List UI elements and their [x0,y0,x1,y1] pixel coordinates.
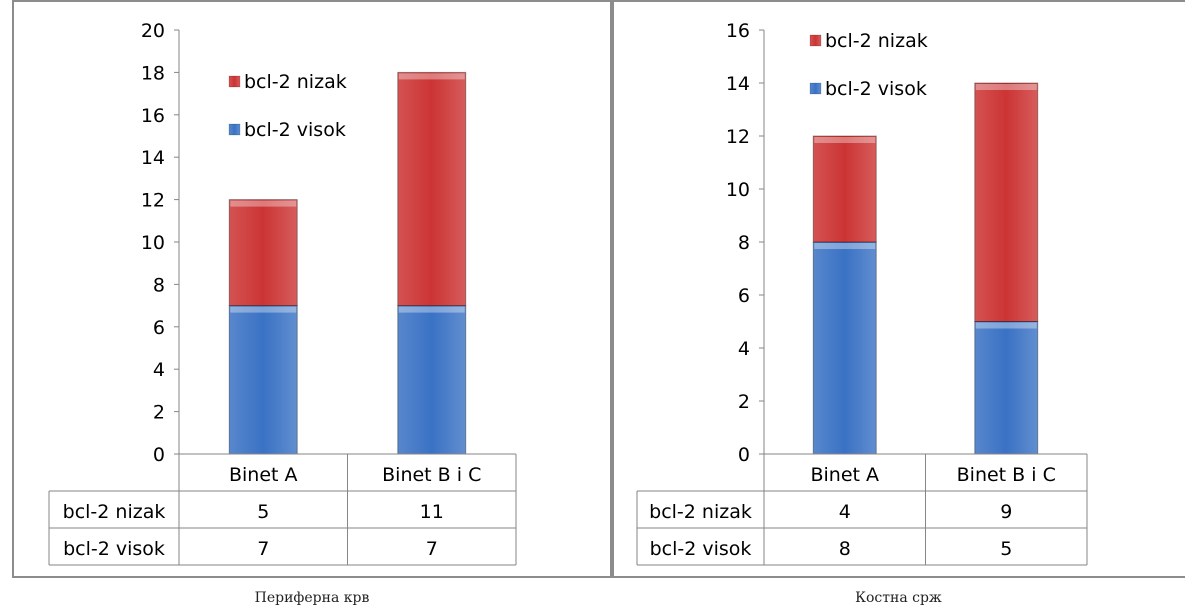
y-tick-label: 6 [153,317,165,339]
bar-visok-1 [974,321,1039,455]
legend-entry: bcl-2 nizak [244,71,347,93]
chart-caption-left: Периферна крв [254,590,370,606]
chart-svg-right: 0 2 4 6 8 10 12 14 16 bcl-2 nizak bcl-2 visok Binet… [636,20,1088,566]
legend-entry: bcl-2 visok [244,119,346,141]
table-value: 4 [839,501,851,523]
bar-highlight [230,200,297,207]
y-tick-label: 8 [153,274,165,296]
bar-highlight [814,137,876,143]
table-value: 8 [839,538,851,560]
y-tick-label: 8 [738,232,750,254]
legend-swatch [809,34,822,47]
y-tick-label: 14 [726,73,750,95]
y-tick-label: 0 [153,444,165,466]
x-category-label: Binet A [810,464,879,486]
table-value: 9 [1000,501,1012,523]
y-tick-label: 10 [141,232,165,254]
y-tick-label: 16 [726,20,750,42]
bar-nizak-1 [397,71,467,307]
y-tick-label: 10 [726,179,750,201]
table-value: 5 [257,501,269,523]
bar-nizak-0 [228,199,298,307]
bar-highlight [230,306,297,313]
bar-nizak-0 [812,135,877,243]
table-row-label: bcl-2 nizak [63,501,166,523]
chart-caption-right: Костна срж [855,590,942,606]
y-tick-label: 2 [738,391,750,413]
bar-nizak-1 [974,82,1039,322]
y-tick-label: 4 [738,338,750,360]
y-tick-label: 16 [141,105,165,127]
bar-highlight [398,73,465,80]
x-category-label: Binet B i C [957,464,1056,486]
y-tick-label: 20 [141,20,165,42]
y-tick-label: 12 [726,126,750,148]
bar-highlight [398,306,465,313]
table-value: 7 [426,538,438,560]
bar-visok-0 [228,305,298,455]
y-tick-label: 6 [738,285,750,307]
x-category-label: Binet B i C [382,464,481,486]
bar-visok-0 [812,241,877,455]
legend-swatch [228,75,241,88]
table-row-label: bcl-2 visok [63,538,165,560]
legend-swatch [809,82,822,95]
chart-svg-left: 0 2 4 6 8 10 12 14 16 18 20 bcl-2 nizak bcl-2 visok B… [48,20,517,566]
chart-panel-bone-marrow: 0 2 4 6 8 10 12 14 16 bcl-2 nizak bcl-2 visok Binet… [612,0,1185,578]
y-tick-label: 12 [141,190,165,212]
y-tick-label: 18 [141,62,165,84]
y-tick-label: 2 [153,402,165,424]
table-row-label: bcl-2 visok [650,538,752,560]
y-tick-label: 0 [738,444,750,466]
bar-highlight [814,243,876,249]
chart-panel-peripheral-blood: 0 2 4 6 8 10 12 14 16 18 20 bcl-2 nizak bcl-2 visok B… [12,0,612,578]
bar-visok-1 [397,305,467,455]
bar-highlight [975,84,1037,90]
table-row-label: bcl-2 nizak [649,501,752,523]
table-value: 5 [1000,538,1012,560]
y-tick-label: 4 [153,359,165,381]
x-category-label: Binet A [229,464,298,486]
table-value: 7 [257,538,269,560]
y-tick-label: 14 [141,147,165,169]
legend-entry: bcl-2 visok [825,78,927,100]
legend-entry: bcl-2 nizak [825,30,928,52]
legend-swatch [228,123,241,136]
bar-highlight [975,322,1037,329]
table-value: 11 [420,501,444,523]
